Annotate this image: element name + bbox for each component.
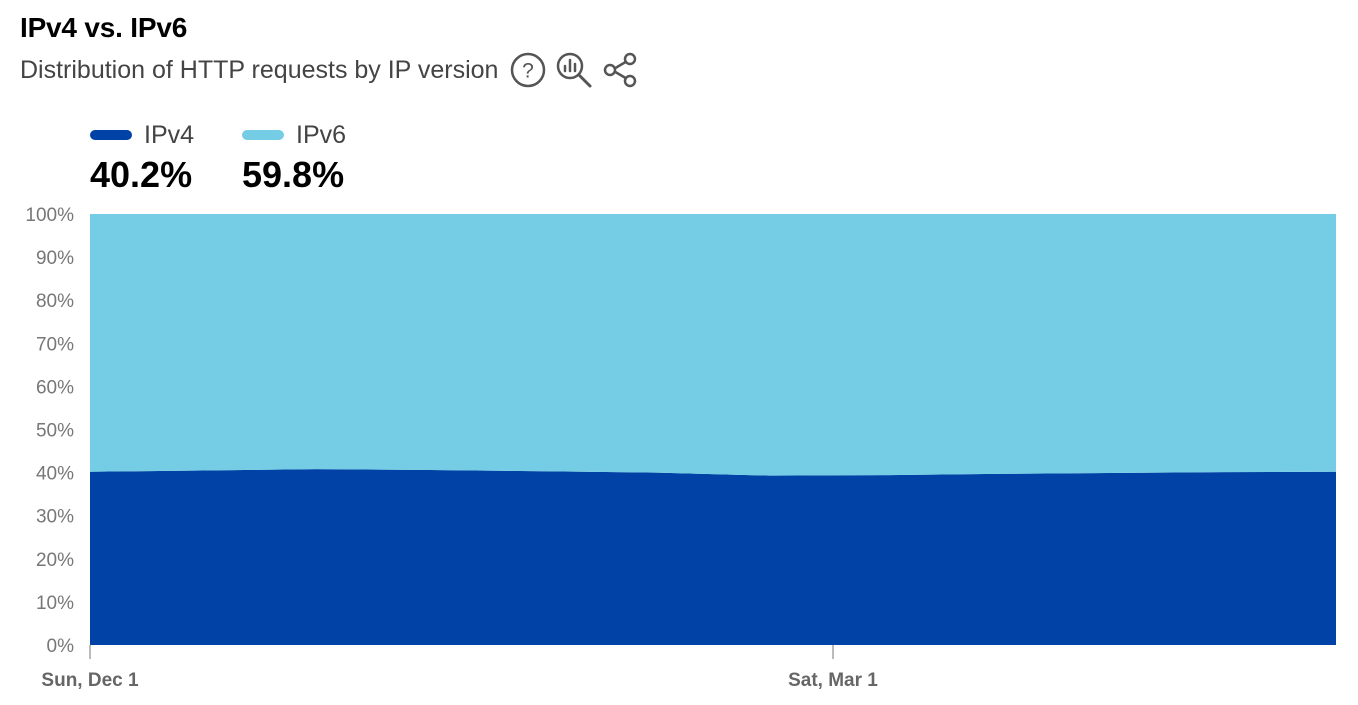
y-tick-label: 50% [36,421,74,442]
y-tick-label: 60% [36,377,74,398]
svg-text:?: ? [523,60,535,83]
x-tick-label: Sun, Dec 1 [41,670,139,691]
legend-value-ipv4: 40.2% [90,154,193,195]
y-tick-label: 20% [36,550,74,571]
legend-item-ipv4[interactable]: IPv4 40.2% [90,118,194,196]
y-tick-label: 40% [36,464,74,485]
legend-value-ipv6: 59.8% [242,154,345,195]
y-tick-label: 70% [36,334,74,355]
chart-subtitle: Distribution of HTTP requests by IP vers… [20,55,499,84]
area-series-ipv4[interactable] [90,469,1336,645]
subtitle-row: Distribution of HTTP requests by IP vers… [20,52,646,88]
legend-label-ipv6: IPv6 [296,120,347,149]
y-axis: 0% 10% 20% 30% 40% 50% 60% 70% 80% 90% 100% [25,205,74,657]
share-icon[interactable] [600,50,640,90]
y-tick-label: 0% [47,636,75,657]
legend-head-ipv4: IPv4 [90,118,194,152]
y-tick-label: 90% [36,248,74,269]
legend-item-ipv6[interactable]: IPv6 59.8% [242,118,346,196]
chart-areas [90,214,1336,645]
x-axis: Sun, Dec 1 Sat, Mar 1 [41,645,878,691]
y-tick-label: 100% [25,205,74,226]
y-tick-label: 10% [36,593,74,614]
area-series-ipv6[interactable] [90,214,1336,476]
help-icon[interactable]: ? [508,50,548,90]
x-tick-label: Sat, Mar 1 [788,670,878,691]
legend-label-ipv4: IPv4 [144,120,195,149]
legend-head-ipv6: IPv6 [242,118,346,152]
legend-swatch-ipv4 [90,130,132,140]
y-tick-label: 80% [36,291,74,312]
y-tick-label: 30% [36,507,74,528]
analyze-icon[interactable] [554,50,594,90]
legend-swatch-ipv6 [242,130,284,140]
chart-title: IPv4 vs. IPv6 [20,12,188,43]
